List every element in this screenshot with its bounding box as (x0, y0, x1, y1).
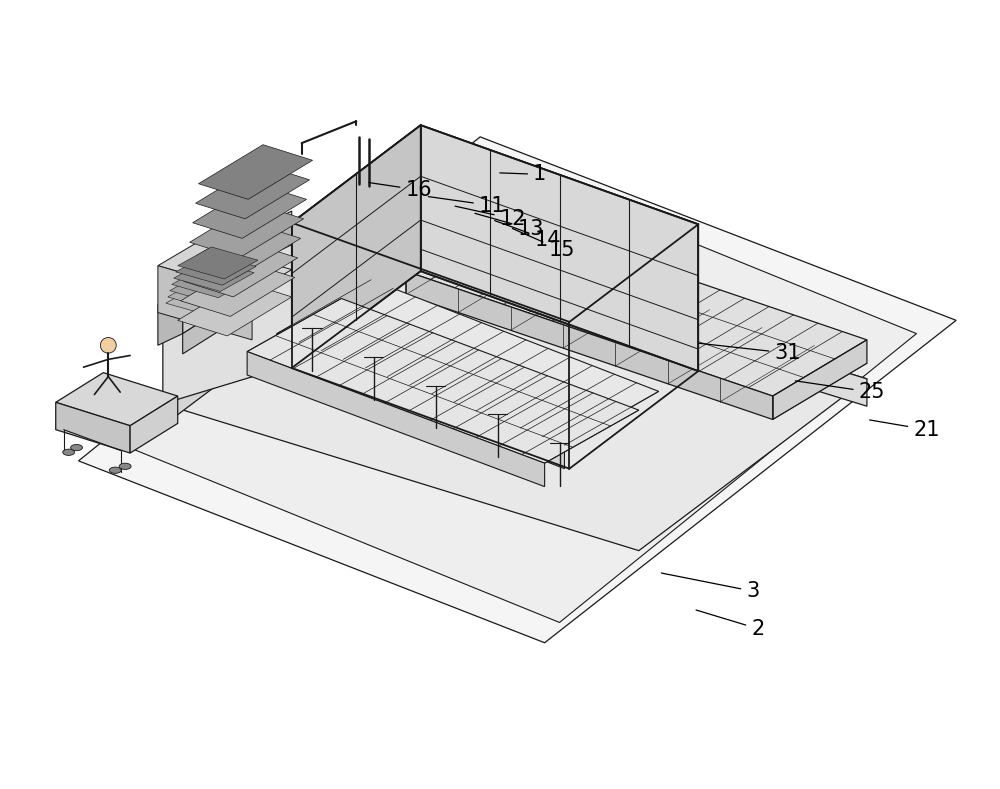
Polygon shape (257, 211, 292, 241)
Polygon shape (133, 160, 917, 623)
Polygon shape (158, 242, 292, 293)
Ellipse shape (406, 389, 465, 413)
Polygon shape (56, 402, 130, 453)
Polygon shape (257, 224, 292, 262)
Text: 31: 31 (699, 343, 801, 363)
Polygon shape (158, 266, 252, 340)
Text: 1: 1 (500, 164, 546, 185)
Polygon shape (406, 271, 773, 420)
Polygon shape (199, 144, 313, 200)
Polygon shape (130, 396, 178, 453)
Ellipse shape (63, 449, 75, 455)
Polygon shape (406, 348, 465, 401)
Ellipse shape (470, 401, 530, 424)
Polygon shape (386, 230, 867, 406)
Text: 13: 13 (475, 213, 544, 239)
Polygon shape (170, 272, 250, 304)
Ellipse shape (71, 444, 83, 451)
Text: 12: 12 (455, 206, 526, 229)
Text: 15: 15 (512, 229, 575, 260)
Polygon shape (190, 204, 304, 258)
Polygon shape (247, 298, 639, 463)
Polygon shape (421, 125, 698, 371)
Polygon shape (277, 280, 659, 445)
Polygon shape (470, 359, 530, 413)
Polygon shape (184, 242, 298, 297)
Ellipse shape (348, 378, 404, 400)
Polygon shape (183, 302, 232, 354)
Ellipse shape (406, 336, 465, 359)
Polygon shape (292, 125, 421, 368)
Polygon shape (163, 224, 297, 404)
Polygon shape (183, 262, 232, 334)
Polygon shape (178, 247, 258, 279)
Polygon shape (158, 230, 386, 430)
Polygon shape (158, 293, 183, 346)
Polygon shape (56, 372, 178, 426)
Polygon shape (166, 284, 246, 316)
Polygon shape (348, 338, 404, 389)
Polygon shape (176, 253, 256, 285)
Polygon shape (181, 262, 295, 316)
Ellipse shape (470, 348, 530, 371)
Text: 2: 2 (696, 610, 764, 639)
Polygon shape (79, 136, 956, 643)
Polygon shape (773, 340, 867, 420)
Polygon shape (158, 230, 867, 551)
Polygon shape (172, 266, 252, 297)
Polygon shape (187, 222, 301, 278)
Text: 11: 11 (428, 196, 505, 215)
Ellipse shape (119, 463, 131, 469)
Polygon shape (178, 282, 292, 336)
Text: 21: 21 (870, 420, 940, 439)
Text: 16: 16 (369, 180, 432, 200)
Polygon shape (193, 184, 307, 238)
Ellipse shape (100, 338, 116, 353)
Polygon shape (406, 215, 867, 396)
Polygon shape (196, 164, 310, 219)
Polygon shape (277, 334, 564, 469)
Text: 3: 3 (661, 573, 760, 601)
Polygon shape (168, 279, 248, 310)
Text: 25: 25 (795, 381, 885, 402)
Polygon shape (292, 125, 698, 322)
Ellipse shape (109, 467, 121, 473)
Text: 14: 14 (495, 221, 561, 250)
Ellipse shape (348, 327, 404, 350)
Polygon shape (247, 352, 545, 487)
Polygon shape (174, 260, 254, 291)
